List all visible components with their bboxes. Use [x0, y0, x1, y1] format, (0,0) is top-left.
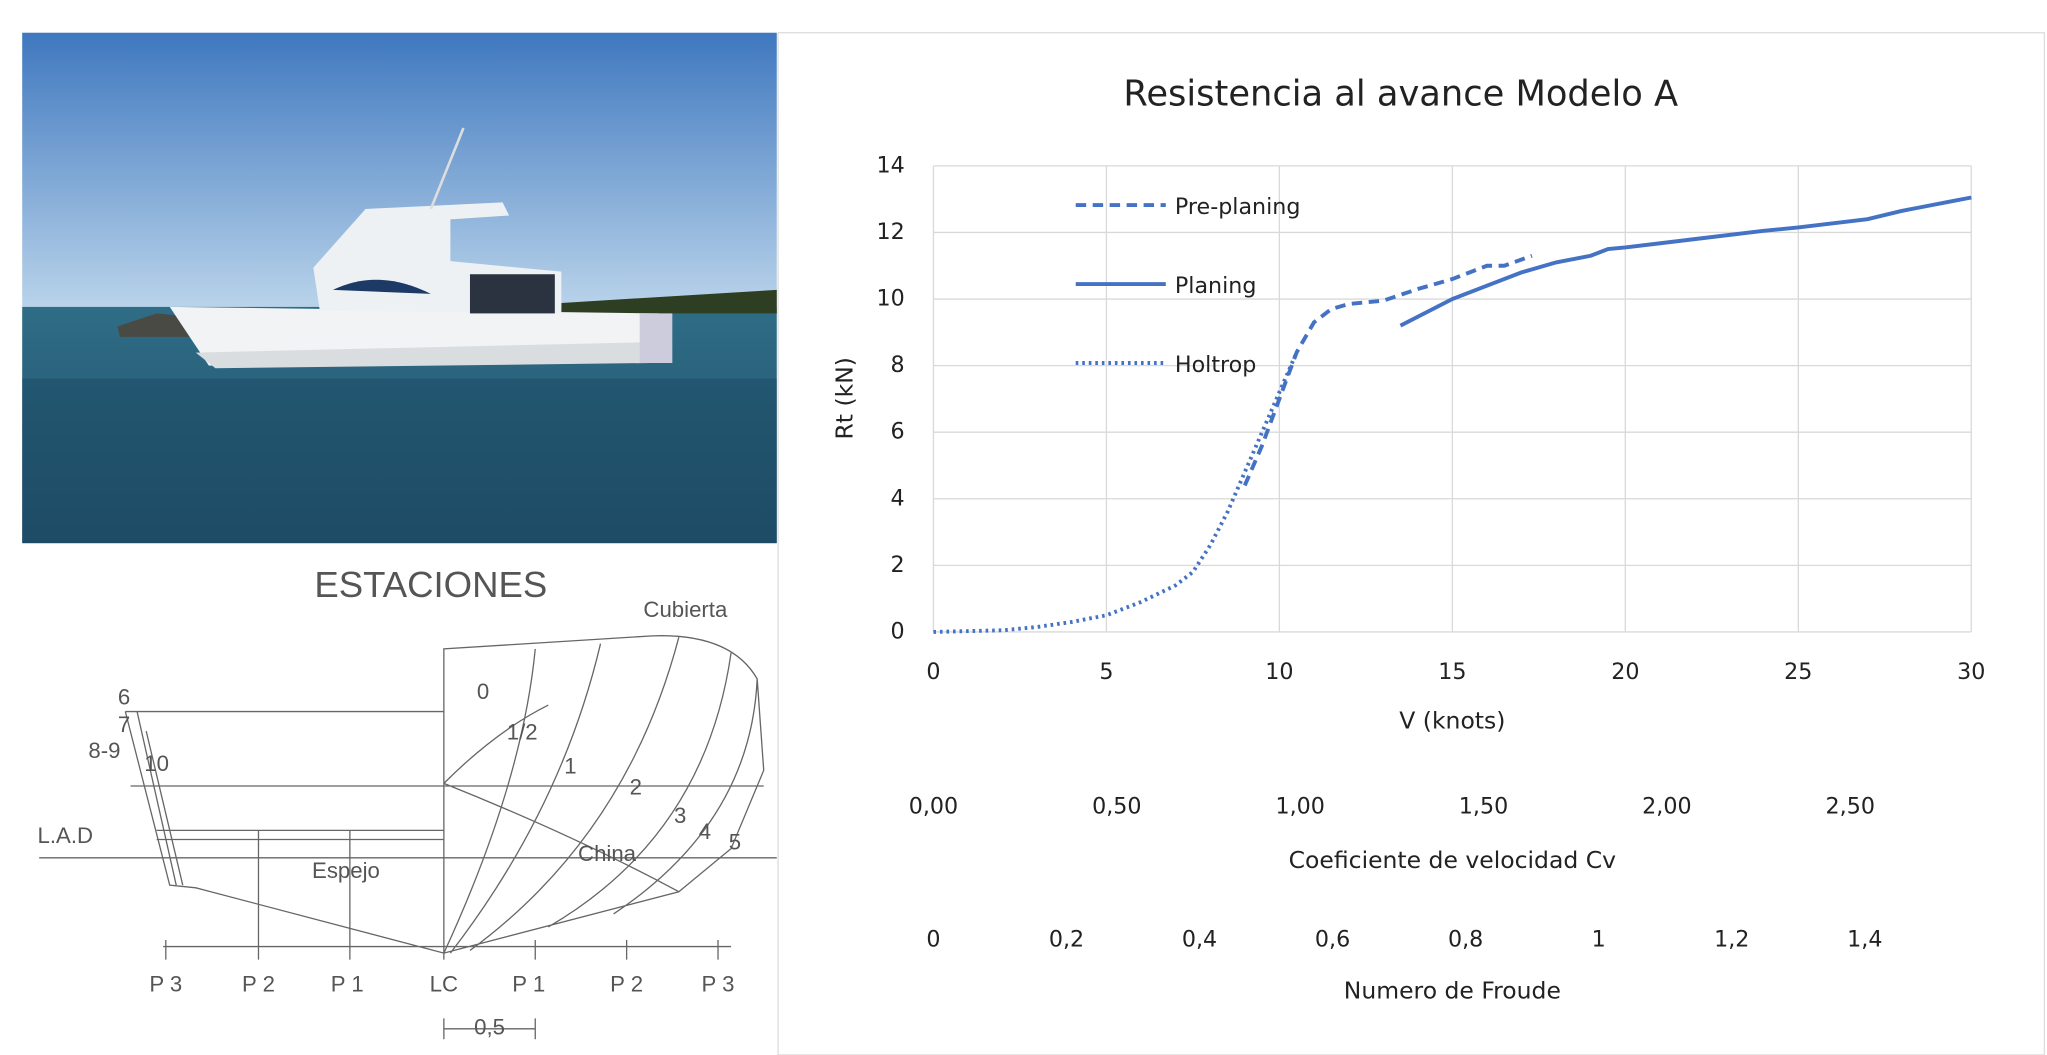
- secondary-tick-label: 1,50: [1459, 793, 1508, 819]
- x-tick-label: 0: [926, 659, 940, 685]
- y-axis-title: Rt (kN): [830, 357, 858, 439]
- chart-frame: [778, 33, 2044, 1055]
- secondary-tick-label: 0: [926, 927, 940, 953]
- secondary-tick-label: 2,00: [1642, 793, 1691, 819]
- x-tick-label: 25: [1784, 659, 1812, 685]
- secondary-tick-label: 1,00: [1275, 793, 1324, 819]
- y-tick-label: 4: [891, 485, 905, 511]
- secondary-tick-label: 1: [1592, 927, 1606, 953]
- diagram-label: Espejo: [312, 858, 380, 883]
- diagram-label: P 3: [702, 972, 735, 997]
- diagram-label: P 1: [331, 972, 364, 997]
- secondary-tick-label: 1,2: [1714, 927, 1749, 953]
- secondary-tick-label: 1,4: [1847, 927, 1882, 953]
- secondary-tick-label: 0,2: [1049, 927, 1084, 953]
- diagram-label: 1: [564, 754, 576, 779]
- diagram-label: P 1: [512, 972, 545, 997]
- y-tick-label: 12: [876, 219, 904, 245]
- x-axis-title: V (knots): [1399, 707, 1505, 735]
- x-tick-label: 20: [1611, 659, 1639, 685]
- x-tick-label: 30: [1957, 659, 1985, 685]
- x-tick-label: 5: [1099, 659, 1113, 685]
- diagram-label: 10: [144, 751, 169, 776]
- y-tick-label: 6: [891, 419, 905, 445]
- diagram-label: 2: [630, 774, 642, 799]
- diagram-title: ESTACIONES: [314, 564, 547, 605]
- photo: [22, 33, 777, 543]
- diagram-label: 7: [118, 712, 130, 737]
- diagram-label: 0: [477, 679, 489, 704]
- x-tick-label: 10: [1265, 659, 1293, 685]
- diagram-label: 8-9: [88, 738, 120, 763]
- legend-label: Pre-planing: [1175, 194, 1301, 220]
- diagram-label: LC: [430, 972, 458, 997]
- y-tick-label: 2: [891, 552, 905, 578]
- secondary-tick-label: 0,8: [1448, 927, 1483, 953]
- diagram-label: 1/2: [507, 720, 538, 745]
- y-tick-label: 0: [891, 618, 905, 644]
- y-tick-label: 14: [876, 152, 904, 178]
- secondary-tick-label: 2,50: [1826, 793, 1875, 819]
- secondary-tick-label: 0,50: [1092, 793, 1141, 819]
- diagram-label: 4: [699, 819, 711, 844]
- diagram-label: China: [578, 841, 637, 866]
- legend-label: Planing: [1175, 273, 1257, 299]
- secondary-tick-label: 0,00: [909, 793, 958, 819]
- secondary-axis-title: Numero de Froude: [1344, 977, 1561, 1005]
- diagram-label: 0,5: [474, 1015, 505, 1040]
- chart-title: Resistencia al avance Modelo A: [1123, 73, 1678, 114]
- secondary-tick-label: 0,4: [1182, 927, 1217, 953]
- y-tick-label: 8: [891, 352, 905, 378]
- diagram-label: 6: [118, 684, 130, 709]
- secondary-tick-label: 0,6: [1315, 927, 1350, 953]
- figure: ESTACIONES Cubierta678-910L.A.DEspejo01/…: [0, 0, 2047, 1055]
- legend-label: Holtrop: [1175, 352, 1256, 378]
- hull-diagram: ESTACIONES Cubierta 6 78-9 10 L.A.D Espejo 0 1/…: [38, 564, 777, 1039]
- diagram-label: L.A.D: [38, 823, 94, 848]
- secondary-axis-title: Coeficiente de velocidad Cv: [1289, 846, 1616, 874]
- diagram-label: 5: [729, 829, 741, 854]
- diagram-label: P 2: [242, 972, 275, 997]
- y-tick-label: 10: [876, 286, 904, 312]
- diagram-label: P 3: [149, 972, 182, 997]
- page: ESTACIONES Cubierta678-910L.A.DEspejo01/…: [0, 0, 2047, 1055]
- diagram-label: 3: [674, 803, 686, 828]
- diagram-label: P 2: [610, 972, 643, 997]
- x-tick-label: 15: [1438, 659, 1466, 685]
- diagram-label: Cubierta: [643, 597, 728, 622]
